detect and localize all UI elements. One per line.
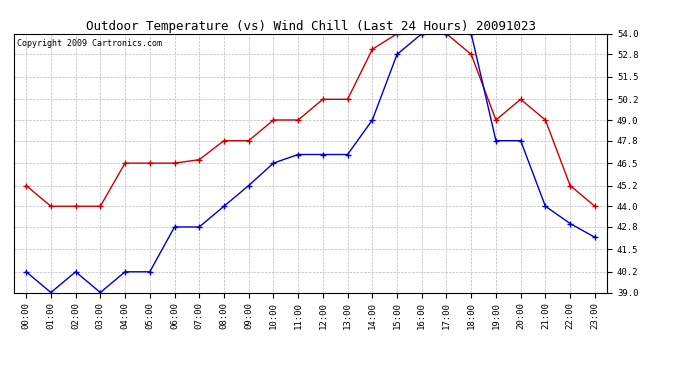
Title: Outdoor Temperature (vs) Wind Chill (Last 24 Hours) 20091023: Outdoor Temperature (vs) Wind Chill (Las…: [86, 20, 535, 33]
Text: Copyright 2009 Cartronics.com: Copyright 2009 Cartronics.com: [17, 39, 161, 48]
